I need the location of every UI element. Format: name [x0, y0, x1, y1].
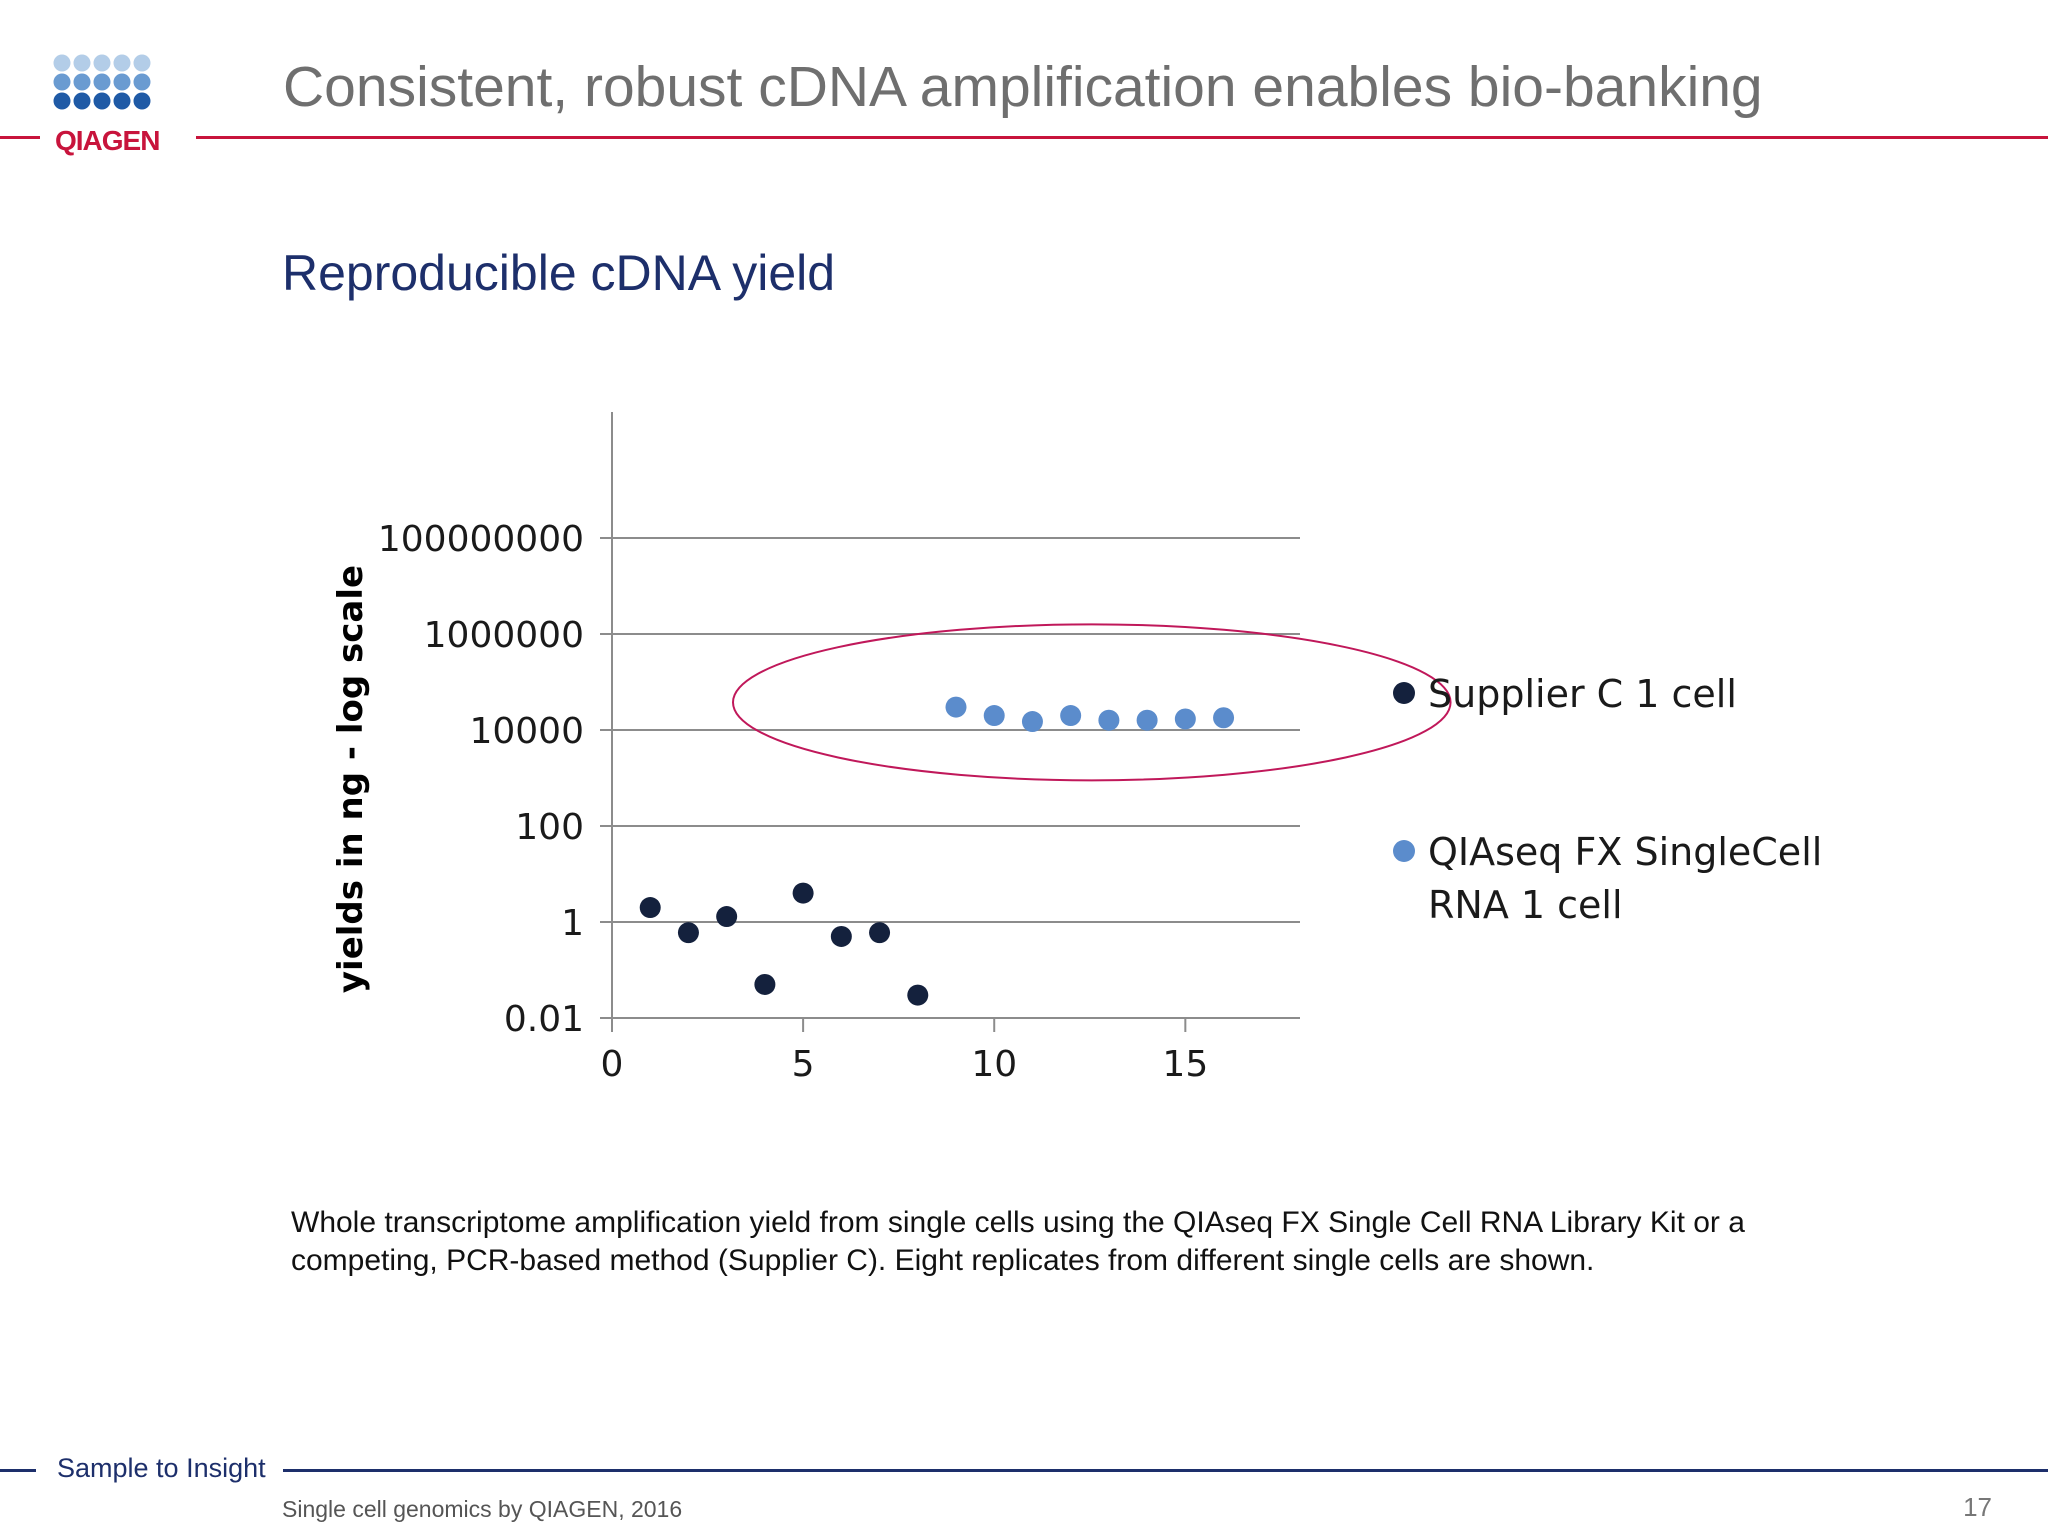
header-rule-left	[0, 136, 40, 139]
qiaseq-point	[1098, 710, 1119, 731]
logo-dot	[74, 74, 91, 91]
logo-dot	[54, 55, 71, 72]
supplier-c-point	[831, 926, 852, 947]
logo-dot	[114, 93, 131, 110]
logo-dot	[94, 74, 111, 91]
highlight-ellipse	[733, 624, 1451, 780]
x-tick-label: 0	[601, 1044, 624, 1085]
qiaseq-point	[1022, 711, 1043, 732]
logo-dot	[74, 93, 91, 110]
supplier-c-point	[754, 974, 775, 995]
x-tick-label: 10	[971, 1044, 1017, 1085]
logo-dot	[94, 93, 111, 110]
logo-dot	[54, 74, 71, 91]
caption-line-2: competing, PCR-based method (Supplier C)…	[291, 1242, 1851, 1280]
footer-rule	[283, 1469, 2048, 1472]
section-subtitle: Reproducible cDNA yield	[282, 244, 835, 302]
supplier-c-point	[793, 883, 814, 904]
legend-marker-qiaseq	[1393, 840, 1415, 862]
supplier-c-point	[678, 922, 699, 943]
y-axis-label: yields in ng - log scale	[331, 565, 371, 993]
qiaseq-point	[1213, 707, 1234, 728]
legend-label: QIAseq FX SingleCell	[1428, 830, 1822, 874]
tagline: Sample to Insight	[57, 1453, 266, 1484]
page-number: 17	[1963, 1492, 1992, 1523]
logo-dot	[54, 93, 71, 110]
qiaseq-point	[1175, 708, 1196, 729]
legend-marker-supplier-c	[1393, 682, 1415, 704]
logo-dot	[134, 93, 151, 110]
x-tick-labels: 0 5 10 15	[601, 1044, 1209, 1085]
logo-dot	[74, 55, 91, 72]
y-tick-labels: 0.01 1 100 10000 1000000 100000000	[378, 519, 584, 1040]
logo-dot	[114, 74, 131, 91]
figure-caption: Whole transcriptome amplification yield …	[291, 1204, 1851, 1280]
qiagen-logo: QIAGEN	[52, 52, 182, 162]
caption-line-1: Whole transcriptome amplification yield …	[291, 1204, 1851, 1242]
qiaseq-point	[1137, 710, 1158, 731]
y-tick-label: 1	[561, 903, 584, 944]
highlight-annotations	[733, 624, 1451, 780]
y-tick-label: 1000000	[424, 615, 584, 656]
y-tick-label: 100	[515, 807, 584, 848]
supplier-c-point	[640, 897, 661, 918]
legend-label: Supplier C 1 cell	[1428, 672, 1737, 716]
data-points	[640, 697, 1234, 1006]
footer-note: Single cell genomics by QIAGEN, 2016	[282, 1496, 682, 1523]
supplier-c-point	[716, 906, 737, 927]
x-tick-label: 5	[792, 1044, 815, 1085]
y-tick-label: 100000000	[378, 519, 584, 560]
qiaseq-point	[1060, 705, 1081, 726]
page-title: Consistent, robust cDNA amplification en…	[283, 54, 1763, 120]
supplier-c-point	[907, 985, 928, 1006]
supplier-c-point	[869, 922, 890, 943]
logo-dot	[134, 74, 151, 91]
header-rule	[196, 136, 2048, 139]
footer-rule-left	[0, 1469, 36, 1472]
logo-dot-grid	[54, 55, 151, 110]
y-tick-label: 0.01	[504, 999, 584, 1040]
yield-scatter-chart: 0.01 1 100 10000 1000000 100000000 0 5 10 15 yie…	[300, 390, 1840, 1130]
qiaseq-point	[946, 697, 967, 718]
legend: Supplier C 1 cell QIAseq FX SingleCell RNA…	[1393, 672, 1822, 927]
logo-wordmark: QIAGEN	[55, 125, 159, 156]
logo-dot	[134, 55, 151, 72]
x-tick-label: 15	[1162, 1044, 1208, 1085]
legend-label: RNA 1 cell	[1428, 883, 1623, 927]
logo-dot	[94, 55, 111, 72]
logo-dot	[114, 55, 131, 72]
qiaseq-point	[984, 705, 1005, 726]
y-tick-label: 10000	[469, 711, 584, 752]
